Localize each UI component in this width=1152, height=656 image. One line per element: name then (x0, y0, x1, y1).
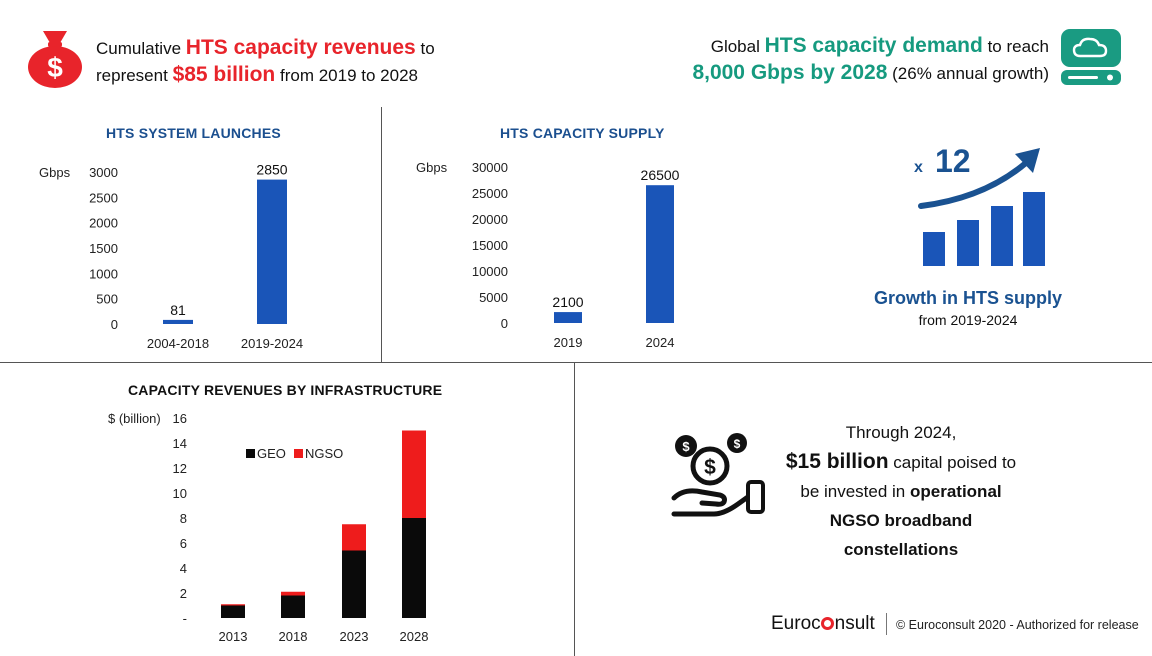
bar-segment (342, 550, 366, 618)
investment-line5: constellations (843, 540, 959, 559)
x-tick-label: 2013 (219, 629, 248, 644)
investment-line2: $15 billion capital poised to (785, 450, 1017, 473)
legend-swatch (294, 449, 303, 458)
bar (257, 179, 287, 324)
revenues-ylabel: $ (billion) (108, 411, 161, 426)
bar-segment (221, 605, 245, 618)
headline-left-line2: represent $85 billion from 2019 to 2028 (96, 63, 418, 86)
y-tick-label: 5000 (479, 290, 508, 305)
growth-bar-icon (991, 206, 1013, 266)
y-tick-label: 0 (501, 316, 508, 331)
y-tick-label: 8 (180, 511, 187, 526)
y-tick-label: 12 (173, 461, 187, 476)
bar-segment (281, 595, 305, 618)
launches-ylabel: Gbps (39, 165, 71, 180)
y-tick-label: 2500 (89, 190, 118, 205)
copyright-text: © Euroconsult 2020 - Authorized for rele… (896, 618, 1139, 632)
svg-text:$: $ (47, 52, 63, 83)
x-tick-label: 2019-2024 (241, 336, 303, 351)
growth-graphic: x 12 (905, 140, 1055, 275)
investment-line1: Through 2024, (845, 423, 957, 442)
y-tick-label: 16 (173, 411, 187, 426)
x-tick-label: 2018 (279, 629, 308, 644)
cloud-server-icon (1060, 28, 1122, 91)
legend-swatch (246, 449, 255, 458)
growth-title: Growth in HTS supply (874, 288, 1062, 308)
svg-text:$: $ (682, 439, 690, 454)
y-tick-label: 20000 (472, 212, 508, 227)
x-tick-label: 2028 (400, 629, 429, 644)
y-tick-label: 4 (180, 561, 187, 576)
y-tick-label: 30000 (472, 160, 508, 175)
y-tick-label: 1000 (89, 266, 118, 281)
x-tick-label: 2004-2018 (147, 336, 209, 351)
x-tick-label: 2019 (554, 335, 583, 350)
growth-bar-icon (1023, 192, 1045, 266)
headline-right-line2: 8,000 Gbps by 2028 (26% annual growth) (692, 61, 1049, 84)
data-label: 26500 (641, 167, 680, 183)
divider-vertical-bottom (574, 363, 575, 656)
y-tick-label: 3000 (89, 165, 118, 180)
growth-bar-icon (957, 220, 979, 266)
bar-segment (402, 518, 426, 618)
data-label: 2850 (256, 162, 287, 178)
y-tick-label: - (183, 611, 187, 626)
footer-separator (886, 613, 887, 635)
y-tick-label: 2000 (89, 216, 118, 231)
x-tick-label: 2023 (340, 629, 369, 644)
growth-bar-icon (923, 232, 945, 266)
bar-segment (342, 524, 366, 551)
bar-segment (402, 430, 426, 518)
divider-horizontal (0, 362, 1152, 363)
supply-chart-title: HTS CAPACITY SUPPLY (500, 125, 665, 141)
divider-vertical-top (381, 107, 382, 362)
launches-chart-title: HTS SYSTEM LAUNCHES (106, 125, 281, 141)
y-tick-label: 2 (180, 586, 187, 601)
legend-label: NGSO (305, 446, 343, 461)
y-tick-label: 6 (180, 536, 187, 551)
money-bag-icon: $ (26, 27, 84, 94)
bar-segment (281, 591, 305, 596)
y-tick-label: 1500 (89, 241, 118, 256)
y-tick-label: 500 (96, 292, 118, 307)
svg-text:$: $ (704, 456, 716, 479)
bar (163, 319, 193, 324)
y-tick-label: 10 (173, 486, 187, 501)
growth-multiplier-prefix: x (914, 159, 923, 176)
growth-subtitle: from 2019-2024 (918, 312, 1018, 328)
headline-left-line1: Cumulative HTS capacity revenues to (96, 36, 435, 59)
y-tick-label: 15000 (472, 238, 508, 253)
bar (554, 312, 582, 323)
growth-multiplier: 12 (935, 143, 971, 179)
revenues-chart: $ (billion) - 2 4 6 8 10 12 14 16 GEO NGSO 2013 20… (108, 411, 429, 644)
supply-chart: Gbps 0 5000 10000 15000 20000 25000 30000 2100… (416, 160, 680, 350)
hand-coins-icon: $ $ $ (668, 432, 768, 527)
y-tick-label: 14 (173, 436, 187, 451)
bar (646, 185, 674, 323)
logo-o-icon (821, 617, 835, 630)
investment-text: Through 2024, $15 billion capital poised… (770, 418, 1032, 564)
euroconsult-logo: Euroc nsult (771, 613, 875, 634)
revenues-chart-title: CAPACITY REVENUES BY INFRASTRUCTURE (128, 382, 443, 398)
y-tick-label: 10000 (472, 264, 508, 279)
bar-segment (221, 604, 245, 606)
headline-right-line1: Global HTS capacity demand to reach (710, 34, 1049, 57)
data-label: 2100 (552, 294, 583, 310)
y-tick-label: 25000 (472, 186, 508, 201)
legend-label: GEO (257, 446, 286, 461)
supply-ylabel: Gbps (416, 160, 448, 175)
investment-line4: NGSO broadband (829, 511, 973, 530)
data-label: 81 (170, 302, 186, 318)
x-tick-label: 2024 (646, 335, 675, 350)
investment-line3: be invested in operational (800, 482, 1002, 501)
launches-chart: Gbps 0 500 1000 1500 2000 2500 3000 81 2004-201… (39, 162, 303, 351)
y-tick-label: 0 (111, 317, 118, 332)
svg-text:$: $ (734, 437, 741, 451)
